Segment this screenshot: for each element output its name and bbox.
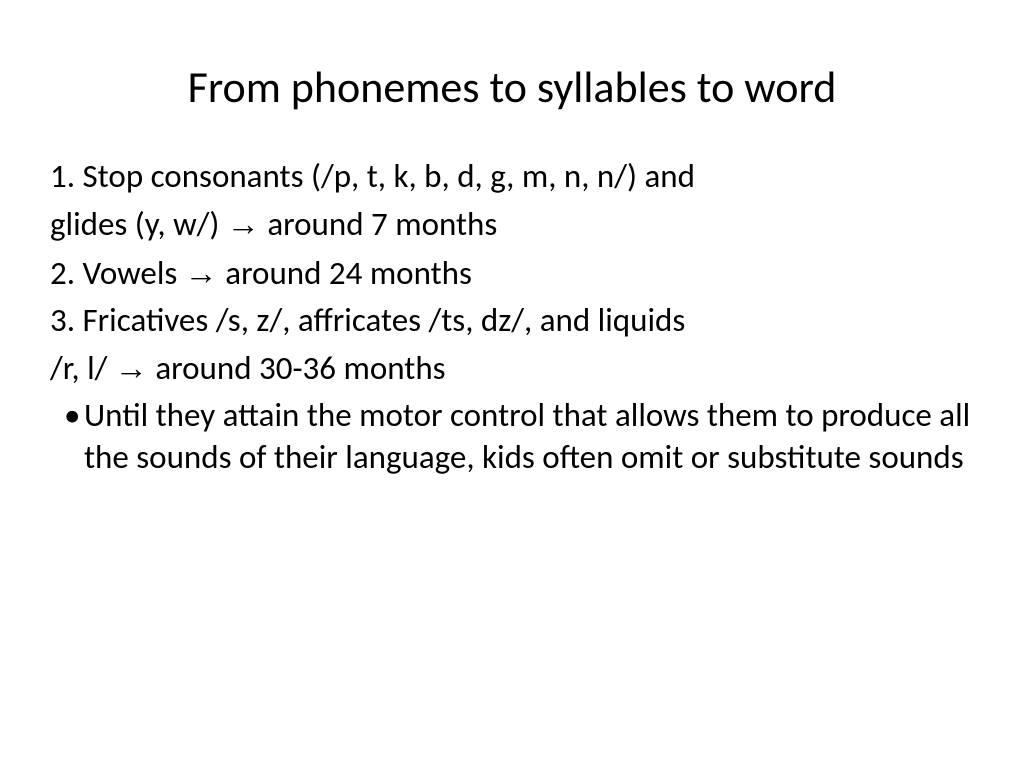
bullet-text: Until they attain the motor control that… [84,395,974,478]
item-3-pre: /r, l/ [50,348,115,388]
arrow-icon: → [115,349,148,386]
arrow-icon: → [227,205,260,242]
item-2-pre: 2. Vowels [50,253,185,293]
item-3-line-2: /r, l/ → around 30-36 months [50,347,974,389]
slide-title: From phonemes to syllables to word [50,60,974,114]
item-2: 2. Vowels → around 24 months [50,252,974,294]
item-1-post: around 7 months [260,204,497,244]
bullet-dot-icon: • [50,395,84,436]
slide: From phonemes to syllables to word 1. St… [0,0,1024,768]
item-1-pre: glides (y, w/) [50,204,227,244]
item-1-line-1: 1. Stop consonants (/p, t, k, b, d, g, m… [50,156,974,197]
item-2-post: around 24 months [218,253,472,293]
item-3-post: around 30-36 months [148,348,446,388]
bullet-item: • Until they attain the motor control th… [50,395,974,478]
item-3-line-1: 3. Fricatives /s, z/, affricates /ts, dz… [50,300,974,341]
item-1-line-2: glides (y, w/) → around 7 months [50,203,974,245]
arrow-icon: → [185,254,218,291]
